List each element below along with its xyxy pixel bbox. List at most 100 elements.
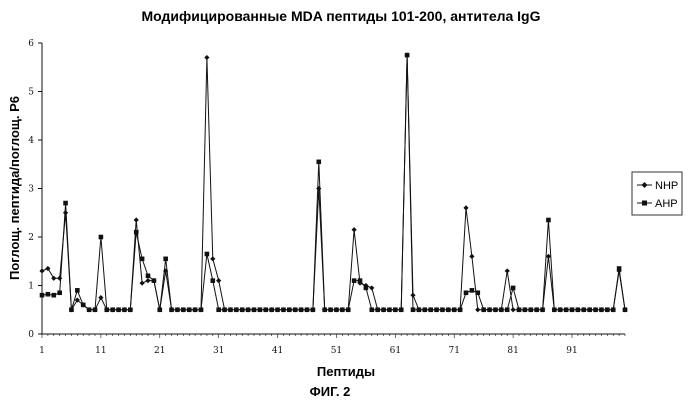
y-axis-label: Поглощ. пептида/поглощ. P6	[7, 96, 22, 280]
data-point-ahp	[269, 307, 274, 312]
data-point-ahp	[552, 307, 557, 312]
data-point-ahp	[93, 307, 98, 312]
data-point-ahp	[499, 307, 504, 312]
data-point-ahp	[517, 307, 522, 312]
x-tick-label: 71	[448, 346, 459, 356]
series-line-ahp	[42, 55, 625, 310]
legend-label-ahp: AHP	[655, 198, 678, 210]
legend-marker-ahp	[642, 201, 647, 206]
data-point-ahp	[287, 307, 292, 312]
data-point-ahp	[475, 290, 480, 295]
data-point-nhp	[316, 186, 321, 191]
data-point-ahp	[487, 307, 492, 312]
data-point-ahp	[369, 307, 374, 312]
legend-label-nhp: NHP	[655, 180, 678, 192]
data-point-ahp	[481, 307, 486, 312]
data-point-ahp	[122, 307, 127, 312]
data-point-nhp	[210, 256, 215, 261]
data-point-ahp	[434, 307, 439, 312]
data-point-ahp	[40, 293, 45, 298]
data-point-nhp	[57, 276, 62, 281]
data-point-ahp	[199, 307, 204, 312]
data-point-ahp	[340, 307, 345, 312]
data-point-ahp	[387, 307, 392, 312]
data-point-ahp	[328, 307, 333, 312]
x-axis-label: Пептиды	[317, 364, 375, 379]
data-point-nhp	[511, 307, 516, 312]
data-point-ahp	[81, 303, 86, 308]
data-point-ahp	[134, 230, 139, 235]
data-point-ahp	[281, 307, 286, 312]
data-point-ahp	[375, 307, 380, 312]
data-point-ahp	[322, 307, 327, 312]
data-point-nhp	[216, 278, 221, 283]
data-point-nhp	[39, 268, 44, 273]
data-point-ahp	[605, 307, 610, 312]
data-point-ahp	[381, 307, 386, 312]
data-point-ahp	[205, 252, 210, 257]
y-tick-label: 6	[28, 39, 34, 49]
data-point-ahp	[57, 290, 62, 295]
data-point-ahp	[417, 307, 422, 312]
x-tick-label: 51	[331, 346, 342, 356]
data-point-ahp	[446, 307, 451, 312]
data-point-ahp	[623, 307, 628, 312]
data-point-nhp	[369, 285, 374, 290]
data-point-ahp	[228, 307, 233, 312]
chart-title: Модифицированные MDA пептиды 101-200, ан…	[142, 8, 541, 24]
data-point-ahp	[299, 307, 304, 312]
data-point-ahp	[505, 307, 510, 312]
data-point-ahp	[311, 307, 316, 312]
data-point-nhp	[145, 278, 150, 283]
data-point-ahp	[128, 307, 133, 312]
data-point-ahp	[540, 307, 545, 312]
data-point-ahp	[246, 307, 251, 312]
data-point-ahp	[99, 235, 104, 240]
data-point-ahp	[428, 307, 433, 312]
data-point-ahp	[405, 53, 410, 58]
data-point-ahp	[352, 278, 357, 283]
data-point-ahp	[252, 307, 257, 312]
y-tick-label: 0	[28, 330, 34, 340]
data-point-nhp	[140, 280, 145, 285]
data-point-ahp	[75, 288, 80, 293]
data-point-ahp	[69, 307, 74, 312]
data-point-ahp	[464, 290, 469, 295]
plot-area: 01234561112131415161718191	[28, 39, 627, 356]
figure-label: ФИГ. 2	[310, 384, 351, 399]
data-point-ahp	[358, 278, 363, 283]
data-point-ahp	[193, 307, 198, 312]
data-point-ahp	[157, 307, 162, 312]
data-point-ahp	[263, 307, 268, 312]
y-tick-label: 5	[28, 88, 34, 98]
data-point-ahp	[181, 307, 186, 312]
data-point-ahp	[511, 286, 516, 291]
data-point-ahp	[334, 307, 339, 312]
data-point-ahp	[116, 307, 121, 312]
x-tick-label: 81	[507, 346, 518, 356]
data-point-ahp	[458, 307, 463, 312]
data-point-ahp	[187, 307, 192, 312]
data-point-nhp	[505, 268, 510, 273]
data-point-ahp	[470, 288, 475, 293]
data-point-ahp	[399, 307, 404, 312]
data-point-nhp	[134, 217, 139, 222]
data-point-ahp	[452, 307, 457, 312]
legend: NHP AHP	[632, 172, 682, 215]
data-point-ahp	[599, 307, 604, 312]
data-point-ahp	[63, 201, 68, 206]
data-point-nhp	[469, 254, 474, 259]
data-point-nhp	[352, 227, 357, 232]
data-point-ahp	[46, 292, 51, 297]
data-point-ahp	[275, 307, 280, 312]
x-tick-label: 31	[213, 346, 224, 356]
data-point-ahp	[617, 266, 622, 271]
data-point-ahp	[140, 257, 145, 262]
data-point-nhp	[204, 55, 209, 60]
data-point-ahp	[440, 307, 445, 312]
data-point-ahp	[346, 307, 351, 312]
series-line-nhp	[42, 55, 625, 310]
data-point-nhp	[51, 276, 56, 281]
y-tick-label: 1	[28, 282, 34, 292]
